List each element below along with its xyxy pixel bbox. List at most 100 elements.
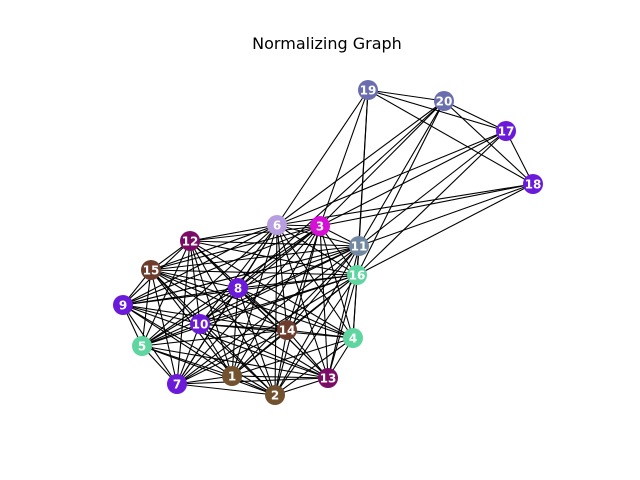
node-10: 10 [190,314,210,334]
node-1: 1 [222,366,242,386]
node-label: 10 [192,317,209,331]
node-circle [343,328,363,348]
edge-15-5 [141,269,152,347]
edge-11-9 [122,245,360,306]
edge-14-13 [286,329,329,379]
edge-3-7 [176,225,321,385]
node-circle [265,385,285,405]
edge-5-14 [141,329,288,347]
graph-title: Normalizing Graph [252,34,402,53]
edge-10-1 [199,323,233,377]
node-circle [496,121,516,141]
edge-18-11 [358,183,534,247]
node-label: 19 [360,83,377,97]
node-16: 16 [347,265,367,285]
edge-20-18 [443,100,534,185]
node-7: 7 [167,374,187,394]
edge-16-13 [327,274,358,379]
edge-1-14 [231,329,288,377]
edge-20-16 [356,100,445,276]
edge-19-20 [367,89,445,102]
node-circle [167,374,187,394]
node-2: 2 [265,385,285,405]
edge-6-13 [276,224,329,379]
node-20: 20 [434,91,454,111]
node-circle [180,231,200,251]
edge-18-16 [356,183,534,276]
edge-8-14 [237,287,288,331]
node-9: 9 [113,295,133,315]
node-label: 17 [498,124,515,138]
edge-12-1 [189,240,233,377]
edge-1-4 [231,337,354,377]
edge-12-4 [189,240,354,339]
node-label: 12 [182,234,199,248]
edge-11-2 [274,245,360,396]
edge-3-12 [189,225,321,242]
node-label: 16 [349,268,366,282]
node-circle [523,174,543,194]
edge-layer [122,89,534,396]
edge-11-12 [189,240,360,247]
edge-19-18 [367,89,534,185]
node-label: 2 [271,388,279,402]
node-label: 6 [273,218,281,232]
edge-19-6 [276,89,369,226]
edge-10-13 [199,323,329,379]
node-label: 20 [436,94,453,108]
edge-12-2 [189,240,276,396]
edge-17-3 [319,130,507,227]
edge-15-7 [150,269,178,385]
node-label: 11 [351,239,368,253]
node-circle [434,91,454,111]
node-3: 3 [310,216,330,236]
edge-7-13 [176,377,329,385]
edge-7-14 [176,329,288,385]
node-8: 8 [228,278,248,298]
node-circle [132,336,152,356]
edge-1-13 [231,375,329,379]
node-label: 9 [119,298,127,312]
node-circle [277,320,297,340]
edge-15-8 [150,269,239,289]
edge-10-2 [199,323,276,396]
edge-5-2 [141,345,276,396]
node-label: 14 [279,323,296,337]
node-circle [310,216,330,236]
edge-9-1 [122,304,233,377]
edge-3-15 [150,225,321,271]
node-19: 19 [358,80,378,100]
node-circle [190,314,210,334]
node-circle [141,260,161,280]
node-circle [267,215,287,235]
edge-9-10 [122,304,201,325]
edge-8-5 [141,287,239,347]
edge-12-5 [141,240,191,347]
node-label: 3 [316,219,324,233]
node-12: 12 [180,231,200,251]
node-label: 18 [525,177,542,191]
edge-3-14 [286,225,321,331]
node-4: 4 [343,328,363,348]
node-label: 5 [138,339,146,353]
edge-6-5 [141,224,278,347]
edge-18-3 [319,183,534,227]
edge-9-13 [122,304,329,379]
edge-6-15 [150,224,278,271]
edge-17-16 [356,130,507,276]
edge-3-1 [231,225,321,377]
edge-15-13 [150,269,329,379]
node-circle [222,366,242,386]
edge-16-12 [189,240,358,276]
edge-16-14 [286,274,358,331]
node-label: 8 [234,281,242,295]
edge-9-8 [122,287,239,306]
edge-20-6 [276,100,445,226]
edge-5-13 [141,345,329,379]
node-18: 18 [523,174,543,194]
edge-16-8 [237,274,358,289]
edge-20-8 [237,100,445,289]
